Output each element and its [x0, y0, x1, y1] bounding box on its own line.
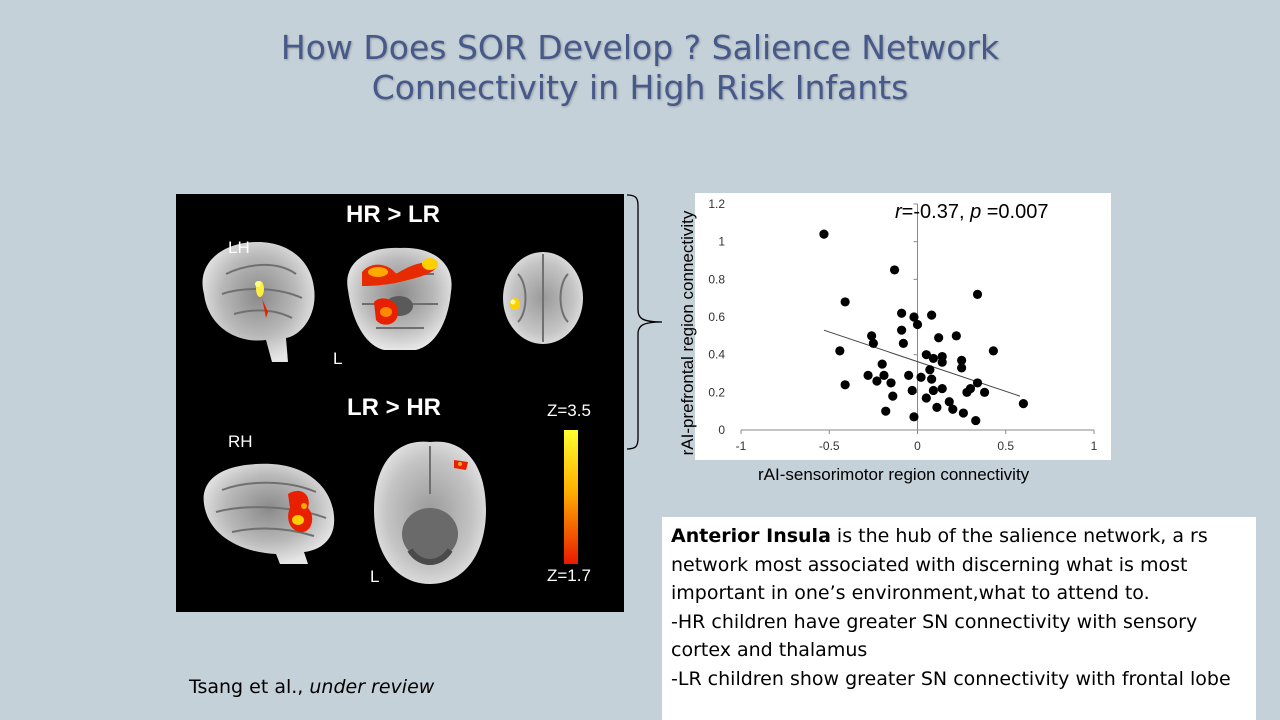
axial-brain-top — [503, 252, 583, 344]
citation-authors: Tsang et al., — [189, 676, 310, 698]
data-point — [877, 359, 887, 369]
data-point — [840, 380, 850, 390]
curly-bracket — [626, 194, 663, 450]
data-point — [897, 308, 907, 318]
data-point — [921, 393, 931, 403]
data-point — [879, 370, 889, 380]
data-point — [958, 408, 968, 418]
data-point — [932, 402, 942, 412]
colorbar — [564, 430, 578, 564]
data-point — [863, 370, 873, 380]
y-tick-label: 0.6 — [708, 310, 725, 324]
description-para-3: -LR children show greater SN connectivit… — [671, 667, 1231, 690]
data-point — [951, 331, 961, 341]
label-l-bottom: L — [370, 567, 380, 586]
y-tick-label: 0 — [718, 423, 725, 437]
brain-figure-panel: HR > LR LR > HR LH RH L L Z=3.5 Z=1.7 — [176, 194, 624, 612]
scatter-chart: 0 0.2 0.4 0.6 0.8 1 1.2 -1 -0.5 0 0.5 1 r=-0.37, p … — [695, 193, 1111, 460]
data-point — [927, 310, 937, 320]
y-axis-label: rAI-prefrontal region connectivity — [678, 210, 697, 456]
slide-title: How Does SOR Develop ? Salience Network … — [180, 28, 1100, 108]
citation-status: under review — [309, 676, 435, 698]
data-point — [898, 338, 908, 348]
trend-line — [823, 329, 1021, 397]
data-point — [972, 289, 983, 299]
data-point — [957, 363, 967, 373]
data-point — [819, 229, 829, 239]
data-point — [867, 331, 877, 341]
data-point — [979, 387, 990, 397]
x-tick-label: 0.5 — [997, 439, 1014, 453]
label-l-top: L — [333, 349, 343, 368]
data-point — [927, 374, 937, 384]
data-point — [972, 378, 983, 388]
data-point — [912, 319, 923, 330]
axial-brain-bottom — [374, 441, 486, 584]
data-point — [888, 391, 898, 401]
x-tick-label: 0 — [914, 439, 921, 453]
heading-hr-gt-lr: HR > LR — [346, 201, 441, 228]
slide-title-line-1: How Does SOR Develop ? Salience Network — [280, 28, 1000, 67]
data-point — [928, 385, 938, 396]
heading-lr-gt-hr: LR > HR — [347, 394, 442, 421]
sagittal-brain-bottom — [203, 463, 335, 564]
data-point — [971, 415, 981, 426]
anterior-insula-label: Anterior Insula — [671, 525, 831, 547]
description-para-1: Anterior Insula is the hub of the salien… — [671, 522, 1247, 608]
data-point — [916, 372, 926, 382]
data-point — [937, 357, 947, 367]
x-axis-label: rAI-sensorimotor region connectivity — [758, 465, 1030, 484]
data-point — [988, 346, 998, 356]
p-value: =0.007 — [981, 201, 1049, 223]
data-point — [965, 383, 976, 394]
r-value: =-0.37, — [901, 201, 971, 223]
data-point — [886, 378, 896, 388]
sagittal-brain-top — [202, 242, 315, 362]
data-point — [872, 376, 882, 386]
r-symbol: r — [895, 201, 902, 223]
colorbar-max-label: Z=3.5 — [547, 401, 591, 420]
data-point — [1018, 399, 1028, 409]
scatter-plot-area: 0 0.2 0.4 0.6 0.8 1 1.2 -1 -0.5 0 0.5 1 — [708, 197, 1098, 453]
data-point — [937, 383, 947, 394]
y-tick-label: 0.8 — [708, 272, 725, 286]
x-tick-label: -0.5 — [819, 439, 840, 453]
x-tick-label: -1 — [736, 439, 747, 453]
data-point — [909, 412, 919, 422]
description-box: Anterior Insula is the hub of the salien… — [662, 517, 1256, 720]
colorbar-min-label: Z=1.7 — [547, 566, 591, 585]
data-point — [881, 406, 891, 416]
y-tick-label: 0.2 — [708, 385, 725, 399]
y-tick-label: 1 — [718, 235, 725, 249]
data-point — [907, 385, 917, 396]
data-point — [921, 350, 931, 360]
data-point — [840, 297, 850, 307]
data-point — [889, 265, 900, 275]
coronal-brain-top — [347, 247, 452, 350]
data-point — [897, 325, 907, 335]
data-point — [944, 397, 954, 407]
description-para-1-text: is the hub of the salience network, a rs… — [671, 525, 1208, 604]
citation: Tsang et al., under review — [189, 676, 434, 698]
label-right-hemisphere: RH — [228, 432, 253, 451]
y-tick-label: 0.4 — [708, 348, 725, 362]
data-point — [934, 333, 944, 343]
brain-images — [202, 242, 583, 584]
data-point — [925, 365, 935, 375]
data-point — [948, 404, 958, 414]
data-point — [957, 355, 967, 365]
slide-title-line-2: Connectivity in High Risk Infants — [371, 68, 909, 107]
x-tick-label: 1 — [1091, 439, 1098, 453]
correlation-annotation: r=-0.37, p =0.007 — [895, 201, 1048, 224]
data-point — [904, 370, 914, 380]
data-point — [835, 346, 845, 356]
p-symbol: p — [970, 201, 982, 223]
data-point — [868, 338, 878, 348]
y-tick-label: 1.2 — [708, 197, 725, 211]
label-left-hemisphere: LH — [228, 238, 250, 257]
data-point — [928, 353, 938, 364]
data-point — [909, 312, 919, 322]
description-para-2: -HR children have greater SN connectivit… — [671, 610, 1198, 662]
